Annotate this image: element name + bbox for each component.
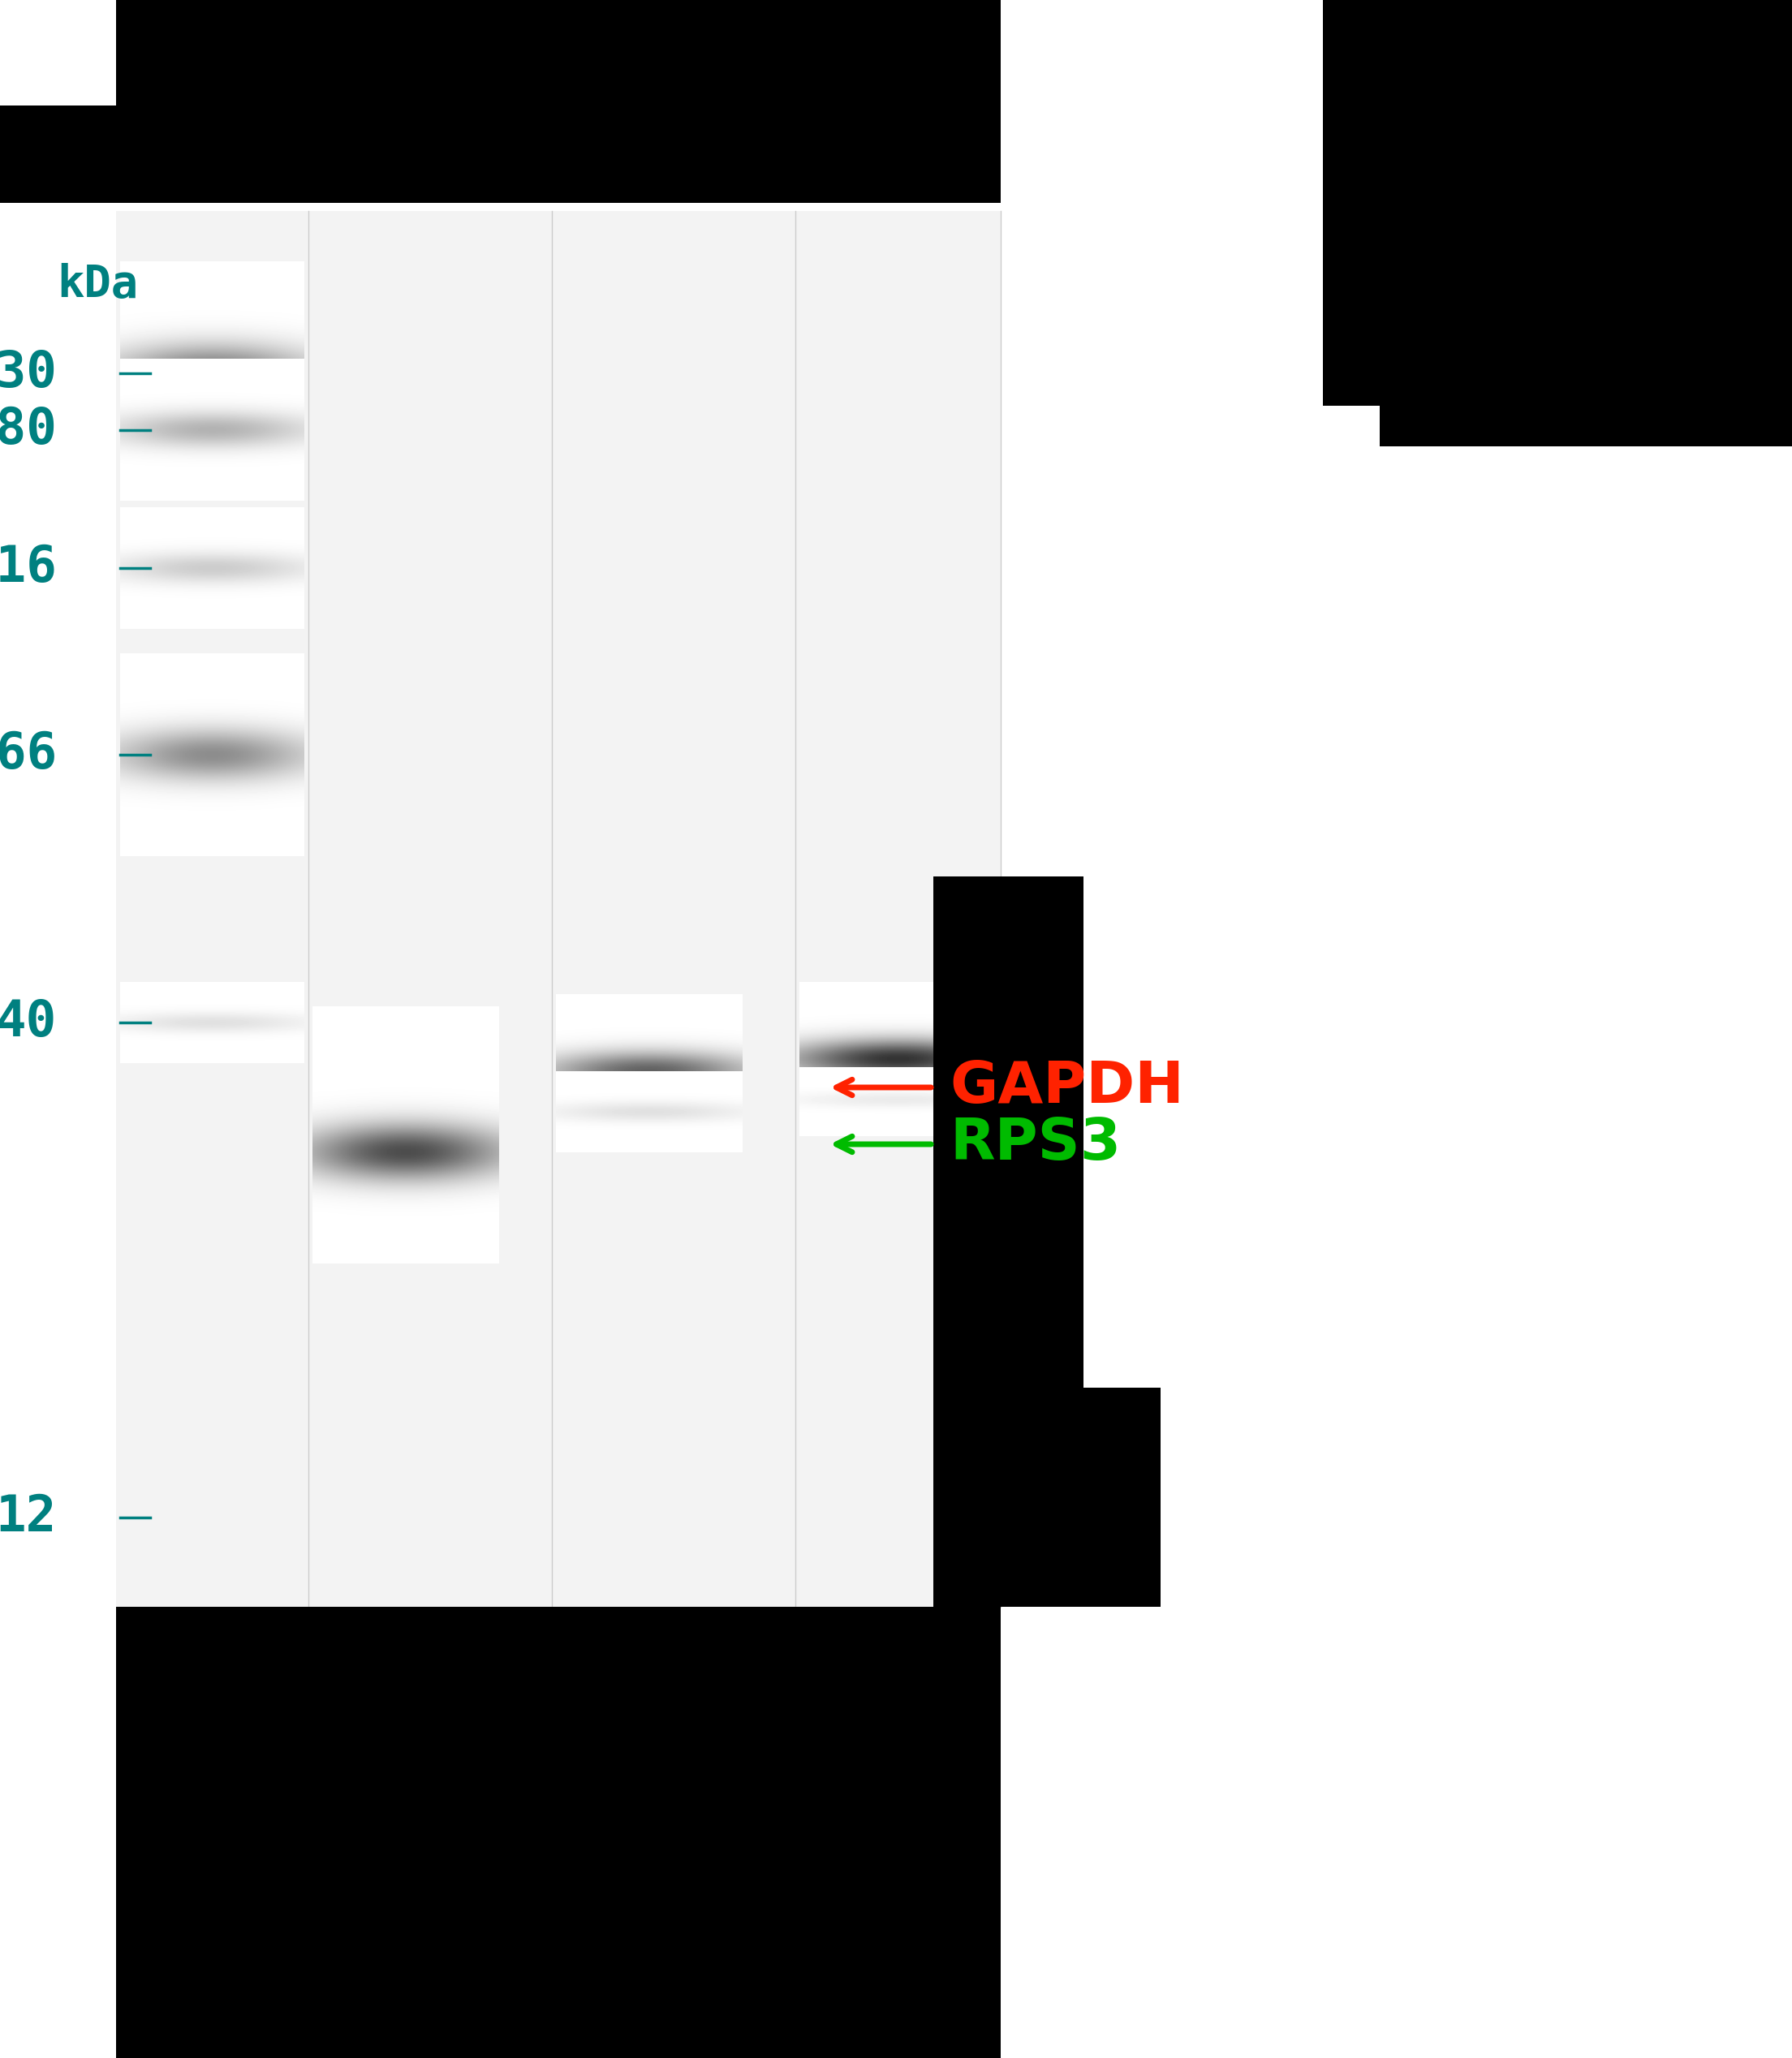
Text: 230: 230 — [0, 350, 57, 397]
Bar — [934, 877, 1084, 1387]
Text: 116: 116 — [0, 543, 57, 593]
Text: 180: 180 — [0, 405, 57, 455]
Text: 12: 12 — [0, 1494, 57, 1541]
Text: RPS3: RPS3 — [950, 1115, 1122, 1173]
Bar — [0, 105, 116, 204]
Bar — [116, 1607, 1000, 2058]
Text: 66: 66 — [0, 731, 57, 780]
Text: kDa: kDa — [57, 263, 138, 305]
Text: GAPDH: GAPDH — [950, 1060, 1185, 1115]
Bar — [934, 1387, 1161, 1607]
Bar — [116, 212, 1000, 1607]
Text: 40: 40 — [0, 998, 57, 1048]
Bar — [116, 0, 1000, 204]
Bar — [1380, 325, 1792, 447]
Bar — [1322, 0, 1792, 405]
